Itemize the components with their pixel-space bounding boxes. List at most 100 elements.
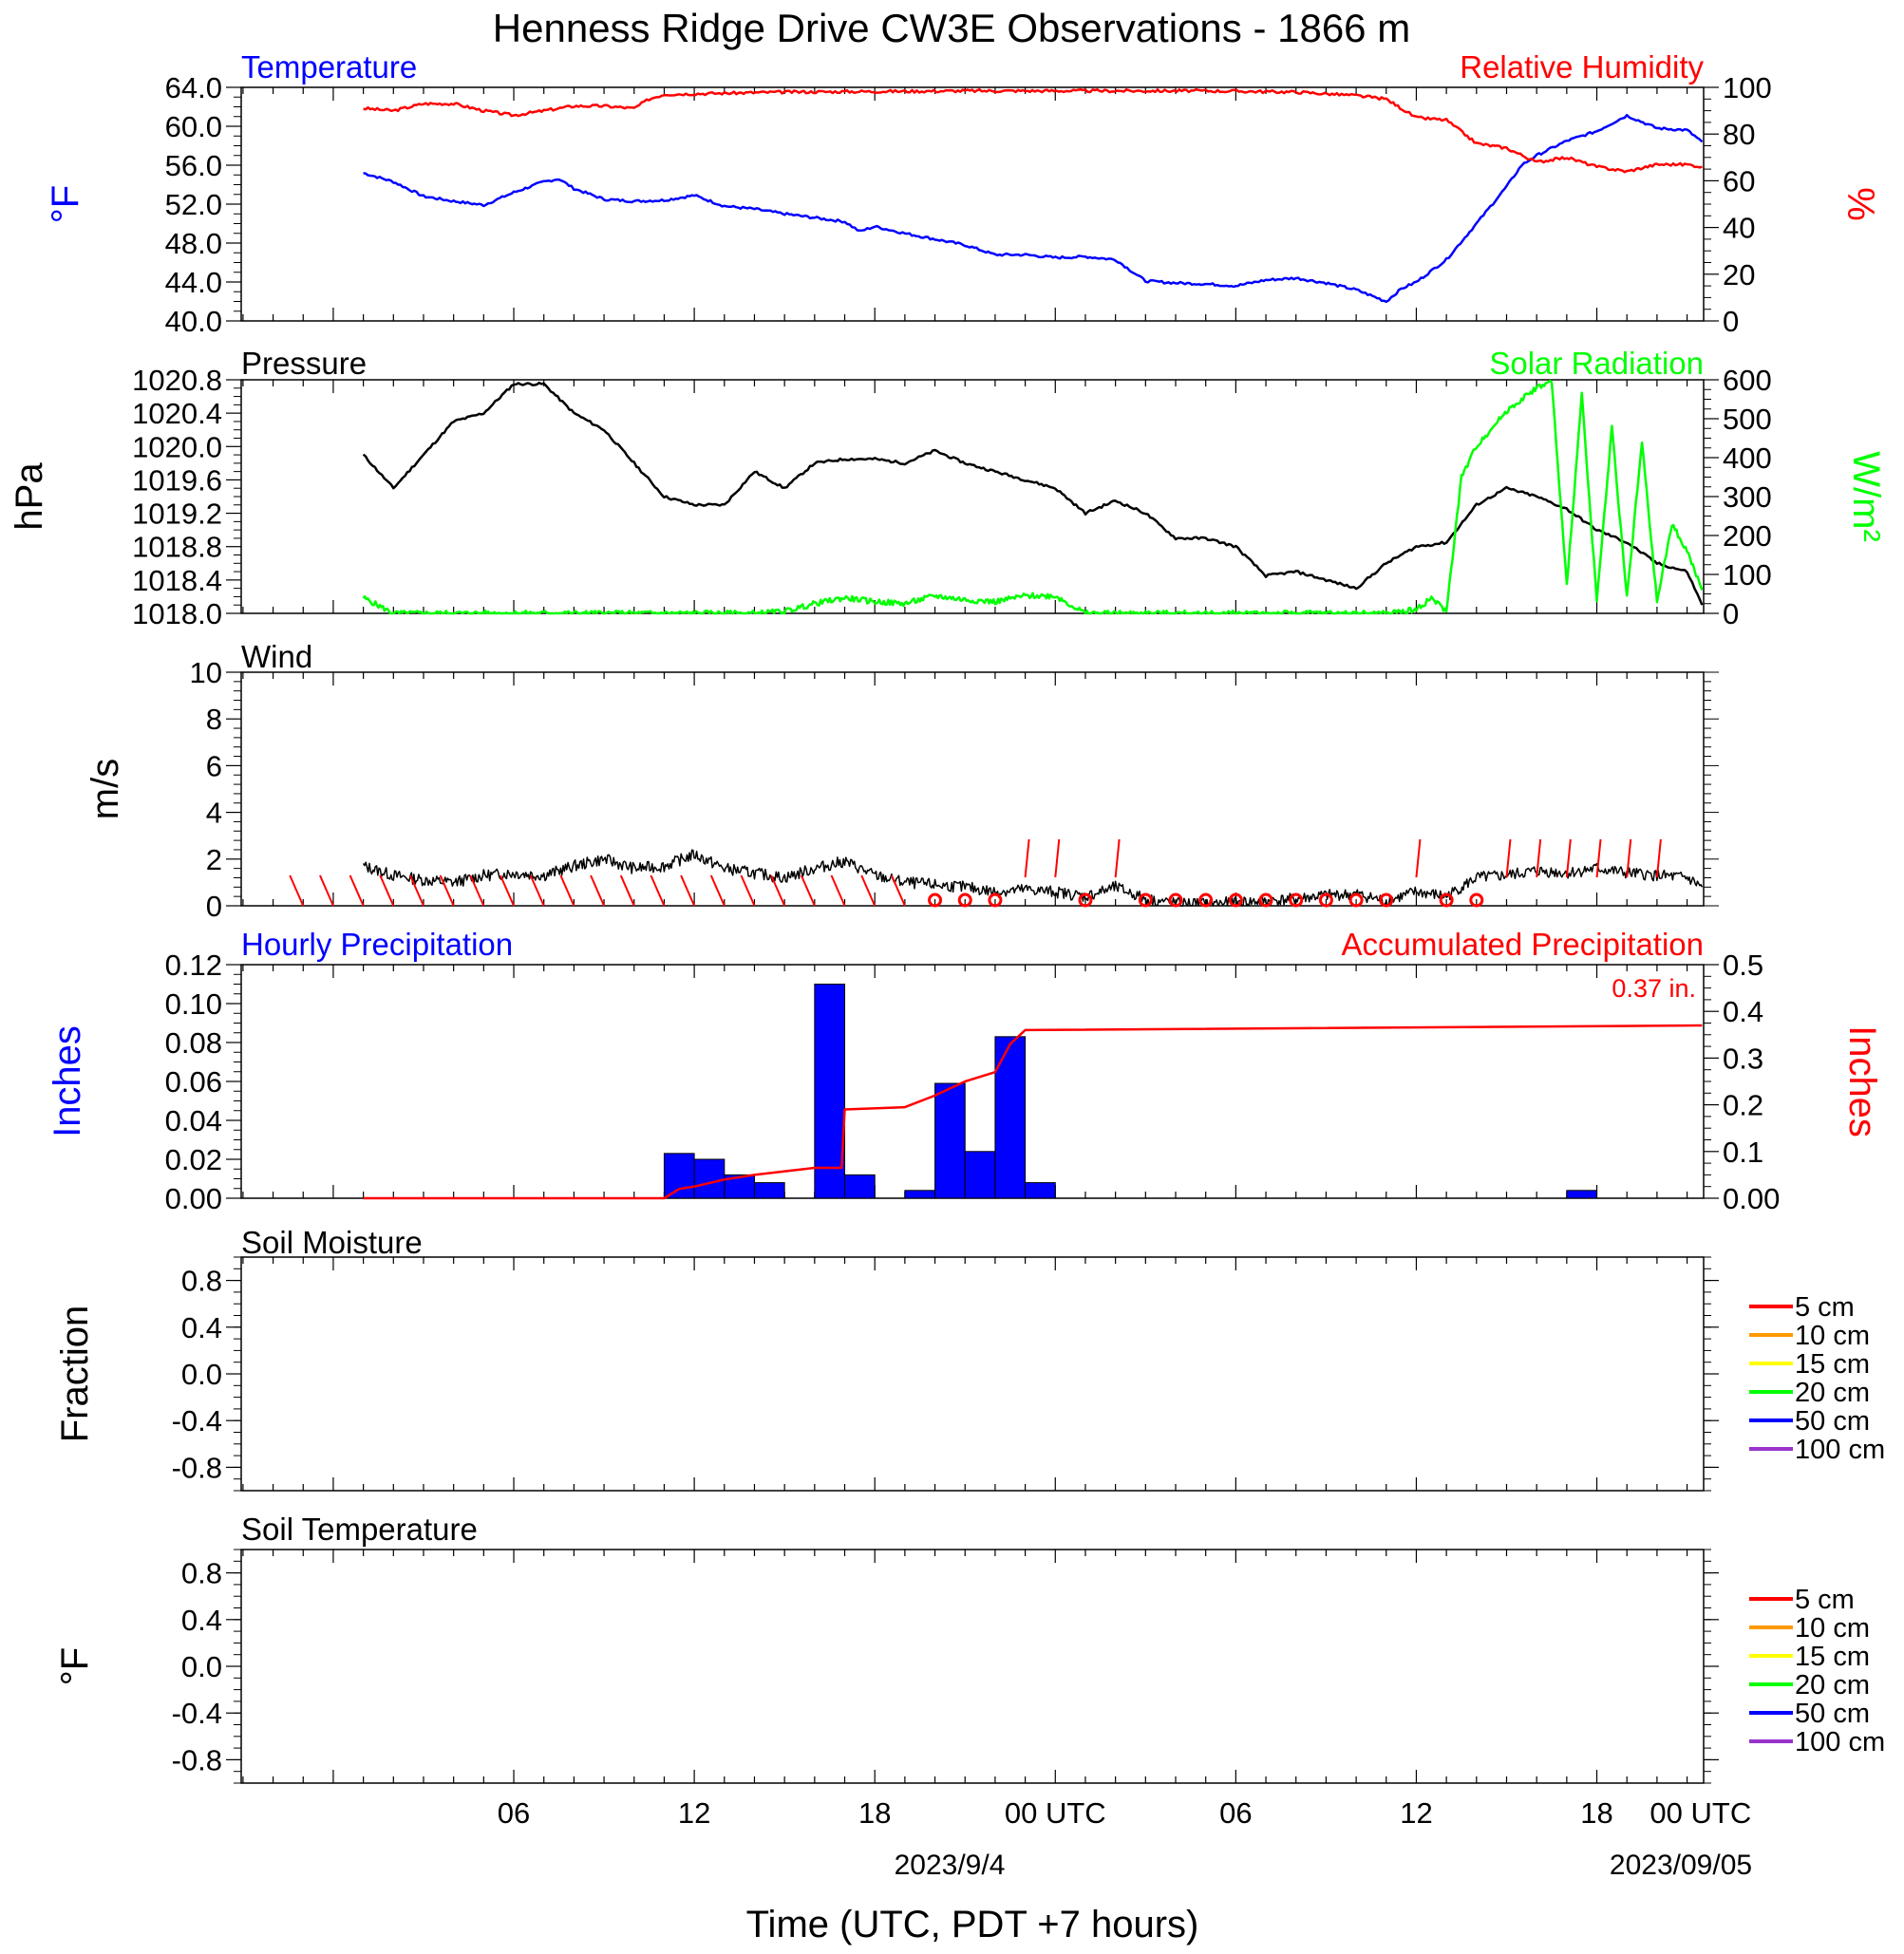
y-tick-label: 1018.4 bbox=[132, 564, 222, 597]
wind-barb bbox=[1054, 838, 1061, 878]
wind-calm-marker bbox=[1469, 892, 1484, 908]
wind-calm-marker bbox=[1348, 892, 1364, 908]
x-tick-label: 12 bbox=[678, 1796, 710, 1830]
legend-label: 50 cm bbox=[1795, 1699, 1870, 1729]
x-tick-label: 06 bbox=[1219, 1796, 1252, 1830]
wind-calm-marker bbox=[988, 892, 1003, 908]
humidity-line bbox=[363, 87, 1703, 174]
y-tick-label: 0.5 bbox=[1723, 949, 1763, 982]
y-tick-label: 0.0 bbox=[181, 1650, 222, 1683]
wind-barb bbox=[289, 874, 305, 907]
legend-label: 15 cm bbox=[1795, 1349, 1870, 1380]
wind-barb bbox=[559, 874, 575, 907]
wind-calm-marker bbox=[1168, 892, 1183, 908]
y-tick-label: 0 bbox=[206, 890, 222, 923]
y-tick-label: 500 bbox=[1723, 403, 1772, 436]
y-tick-label: 20 bbox=[1723, 258, 1755, 291]
x-axis-title: Time (UTC, PDT +7 hours) bbox=[746, 1904, 1199, 1945]
precip-bar bbox=[994, 1036, 1027, 1199]
precip-right-unit-label: Inches bbox=[1841, 1025, 1883, 1137]
y-tick-label: 1018.0 bbox=[132, 597, 222, 630]
pressure-solar-panel-frame bbox=[240, 379, 1705, 614]
hourly-precip-title: Hourly Precipitation bbox=[241, 927, 513, 962]
x-tick-label: 12 bbox=[1400, 1796, 1432, 1830]
wind-barb bbox=[529, 874, 545, 907]
legend-label: 15 cm bbox=[1795, 1642, 1870, 1672]
wind-barb bbox=[409, 874, 424, 907]
soil-temp-title: Soil Temperature bbox=[241, 1512, 478, 1547]
legend-label: 100 cm bbox=[1795, 1435, 1885, 1465]
accum-precip-line bbox=[363, 1024, 1703, 1200]
wind-calm-marker bbox=[1318, 892, 1333, 908]
precip-bar bbox=[693, 1158, 726, 1199]
accum-precip-title: Accumulated Precipitation bbox=[1341, 927, 1704, 962]
y-tick-label: 64.0 bbox=[165, 71, 222, 104]
solar-unit-label: W/m² bbox=[1845, 451, 1887, 542]
ticks-layer: 06 12 18 00 UTC 06 12 18 00 UTC64.060.056.052.0… bbox=[132, 71, 1780, 1830]
precip-left-unit-label: Inches bbox=[47, 1025, 88, 1137]
y-tick-label: 0.8 bbox=[181, 1557, 222, 1590]
soil-moisture-panel-frame bbox=[240, 1256, 1705, 1492]
y-tick-label: 0.2 bbox=[1723, 1089, 1763, 1122]
wind-calm-marker bbox=[1379, 892, 1394, 908]
y-tick-label: 400 bbox=[1723, 442, 1772, 475]
y-tick-label: 1019.6 bbox=[132, 463, 222, 497]
y-tick-label: 1020.4 bbox=[132, 397, 222, 430]
y-tick-label: 6 bbox=[206, 749, 222, 782]
legend-label: 5 cm bbox=[1795, 1585, 1855, 1615]
wind-barb bbox=[319, 874, 334, 907]
wind-barb bbox=[590, 874, 605, 907]
y-tick-label: 1020.8 bbox=[132, 364, 222, 397]
precip-bar bbox=[964, 1151, 996, 1199]
wind-barb bbox=[619, 874, 635, 907]
legend-label: 100 cm bbox=[1795, 1727, 1885, 1757]
wind-barb bbox=[379, 874, 395, 907]
y-tick-label: 0.4 bbox=[1723, 995, 1763, 1028]
chart-title: Henness Ridge Drive CW3E Observations - … bbox=[493, 6, 1410, 50]
solar-line bbox=[362, 379, 1704, 615]
y-tick-label: 0.00 bbox=[1723, 1182, 1780, 1215]
precip-total-label: 0.37 in. bbox=[1612, 974, 1696, 1003]
legend-label: 5 cm bbox=[1795, 1292, 1855, 1323]
soil-moisture-title: Soil Moisture bbox=[241, 1225, 423, 1260]
wind-barb bbox=[890, 874, 906, 907]
wind-barb bbox=[1114, 838, 1121, 878]
precip-bar bbox=[1566, 1190, 1598, 1199]
y-tick-label: -0.4 bbox=[172, 1697, 222, 1730]
y-tick-label: 0.1 bbox=[1723, 1136, 1763, 1169]
y-tick-label: 0.3 bbox=[1723, 1042, 1763, 1075]
legend-label: 20 cm bbox=[1795, 1670, 1870, 1700]
wind-barb bbox=[1595, 838, 1602, 878]
precip-bar bbox=[1025, 1182, 1056, 1199]
humidity-title: Relative Humidity bbox=[1460, 49, 1704, 85]
wind-calm-marker bbox=[1289, 892, 1304, 908]
y-tick-label: 0.8 bbox=[181, 1265, 222, 1298]
wind-calm-marker bbox=[928, 892, 943, 908]
pressure-title: Pressure bbox=[241, 346, 367, 381]
rh-unit-label: % bbox=[1839, 187, 1881, 221]
wind-barb bbox=[500, 874, 515, 907]
wind-barb bbox=[709, 874, 726, 907]
y-tick-label: 0.04 bbox=[165, 1104, 222, 1137]
x-tick-label: 06 bbox=[498, 1796, 530, 1830]
soil-temp-panel-frame bbox=[240, 1549, 1705, 1784]
wind-barb bbox=[349, 874, 365, 907]
y-tick-label: 0.4 bbox=[181, 1604, 222, 1637]
wind-calm-marker bbox=[957, 892, 972, 908]
wind-barb bbox=[830, 874, 846, 907]
y-tick-label: 0.4 bbox=[181, 1311, 222, 1344]
wind-barb bbox=[740, 874, 756, 907]
precip-bar bbox=[814, 984, 846, 1199]
wind-barb bbox=[800, 874, 816, 907]
y-tick-label: 48.0 bbox=[165, 227, 222, 260]
legend-label: 50 cm bbox=[1795, 1406, 1870, 1437]
precip-bar bbox=[934, 1082, 966, 1199]
y-tick-label: 0.08 bbox=[165, 1026, 222, 1060]
temperature-title: Temperature bbox=[241, 49, 417, 85]
wind-barb bbox=[1626, 838, 1632, 878]
y-tick-label: 0.06 bbox=[165, 1065, 222, 1099]
temperature-line bbox=[363, 113, 1704, 304]
wind-barb bbox=[1565, 838, 1572, 878]
wind-calm-marker bbox=[1078, 892, 1093, 908]
